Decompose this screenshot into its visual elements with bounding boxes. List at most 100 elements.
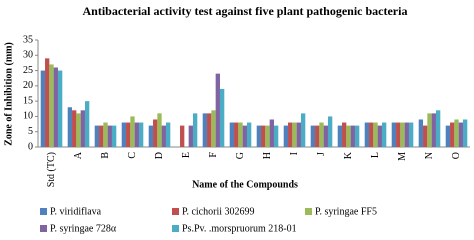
x-tick-label: I bbox=[289, 152, 300, 155]
y-tick-label: 25 bbox=[23, 65, 33, 76]
bar bbox=[300, 113, 306, 147]
bar bbox=[418, 119, 424, 147]
bar bbox=[153, 119, 158, 147]
bar bbox=[45, 58, 50, 147]
bar bbox=[157, 113, 162, 147]
y-tick-label: 35 bbox=[23, 34, 33, 45]
bar bbox=[283, 125, 289, 147]
bar bbox=[396, 122, 401, 147]
bar bbox=[450, 122, 455, 147]
bar bbox=[219, 88, 225, 147]
bar bbox=[273, 125, 279, 147]
bar bbox=[427, 113, 432, 147]
x-tick-label: G bbox=[235, 152, 246, 159]
bar bbox=[369, 122, 374, 147]
bar bbox=[148, 125, 154, 147]
bar bbox=[207, 113, 212, 147]
x-tick-label: H bbox=[262, 152, 273, 159]
bar bbox=[121, 122, 127, 147]
bar bbox=[445, 125, 451, 147]
bar bbox=[99, 125, 104, 147]
bar bbox=[242, 125, 247, 147]
legend-swatch bbox=[305, 208, 312, 215]
bar bbox=[111, 125, 117, 147]
y-tick-label: 30 bbox=[23, 50, 33, 61]
bar bbox=[134, 122, 139, 147]
bar bbox=[165, 122, 171, 147]
bar bbox=[391, 122, 397, 147]
bar bbox=[238, 122, 243, 147]
bar bbox=[323, 125, 328, 147]
bar bbox=[72, 110, 77, 147]
bar bbox=[256, 125, 262, 147]
x-tick-label: D bbox=[154, 152, 165, 159]
bar bbox=[67, 107, 73, 147]
bar bbox=[423, 125, 428, 147]
bar bbox=[292, 122, 297, 147]
legend-swatch bbox=[40, 225, 47, 232]
bar bbox=[458, 122, 463, 147]
legend-swatch bbox=[40, 208, 47, 215]
x-tick-label: C bbox=[127, 152, 138, 159]
bar bbox=[57, 70, 63, 147]
bar bbox=[215, 73, 220, 147]
bar bbox=[269, 119, 274, 147]
bar bbox=[234, 122, 239, 147]
bar bbox=[49, 64, 54, 147]
bar bbox=[346, 125, 351, 147]
bar bbox=[400, 122, 405, 147]
bar bbox=[84, 101, 90, 147]
bar bbox=[130, 116, 135, 147]
bar bbox=[180, 125, 185, 147]
x-tick-label: B bbox=[100, 152, 111, 159]
bar bbox=[40, 70, 46, 147]
bar bbox=[354, 125, 360, 147]
bar bbox=[342, 122, 347, 147]
bar bbox=[265, 125, 270, 147]
y-tick-label: 5 bbox=[28, 126, 33, 137]
bar bbox=[103, 122, 108, 147]
y-tick-label: 20 bbox=[23, 80, 33, 91]
legend-label: P. viridiflava bbox=[50, 206, 102, 217]
bar bbox=[431, 113, 436, 147]
x-tick-label: O bbox=[451, 152, 462, 159]
bar bbox=[211, 110, 216, 147]
bar bbox=[126, 122, 131, 147]
legend-label: Ps.Pv. .morspruorum 218-01 bbox=[182, 223, 297, 234]
legend-label: P. cichorii 302699 bbox=[182, 206, 255, 217]
bar bbox=[296, 122, 301, 147]
bar bbox=[261, 125, 266, 147]
bar bbox=[310, 125, 316, 147]
bar bbox=[188, 125, 193, 147]
bar bbox=[202, 113, 208, 147]
x-tick-label: L bbox=[370, 152, 381, 158]
bar bbox=[94, 125, 100, 147]
bar bbox=[327, 116, 333, 147]
bar bbox=[76, 113, 81, 147]
y-axis-label: Zone of Inhibition (mm) bbox=[3, 42, 14, 146]
legend-swatch bbox=[172, 208, 179, 215]
x-axis-label: Name of the Compounds bbox=[192, 179, 298, 190]
x-tick-label: Std (TC) bbox=[46, 152, 57, 187]
bar bbox=[435, 110, 441, 147]
x-tick-label: E bbox=[181, 152, 192, 158]
bar bbox=[246, 122, 252, 147]
x-tick-label: A bbox=[73, 151, 84, 159]
bar bbox=[138, 122, 144, 147]
bar bbox=[364, 122, 370, 147]
x-tick-label: M bbox=[397, 152, 408, 161]
x-tick-label: F bbox=[208, 152, 219, 158]
bar bbox=[454, 119, 459, 147]
bar bbox=[315, 125, 320, 147]
legend-label: P. syringae FF5 bbox=[315, 206, 377, 217]
y-tick-label: 15 bbox=[23, 95, 33, 106]
legend-swatch bbox=[172, 225, 179, 232]
legend-label: P. syringae 728α bbox=[50, 223, 117, 234]
x-tick-label: J bbox=[316, 152, 327, 156]
bar bbox=[373, 122, 378, 147]
bar bbox=[229, 122, 235, 147]
bar bbox=[377, 125, 382, 147]
y-tick-label: 10 bbox=[23, 111, 33, 122]
bar bbox=[404, 122, 409, 147]
